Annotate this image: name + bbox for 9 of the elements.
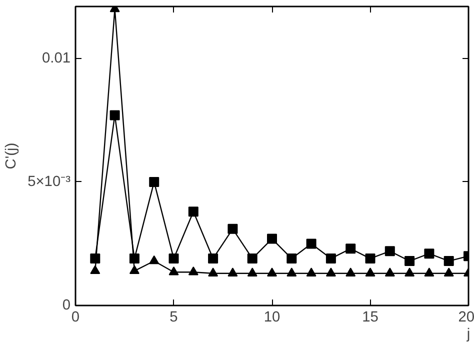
y-tick-label: 5×10⁻³ <box>28 174 71 190</box>
y-axis-title: C'(j) <box>4 142 20 170</box>
x-tick-label: 5 <box>170 310 178 326</box>
x-tick-label: 15 <box>362 310 378 326</box>
x-axis-title: j <box>466 326 470 342</box>
y-tick-label: 0 <box>62 298 71 314</box>
x-tick-label: 10 <box>264 310 280 326</box>
x-tick-label: 20 <box>458 310 474 326</box>
y-tick-label: 0.01 <box>42 50 71 66</box>
